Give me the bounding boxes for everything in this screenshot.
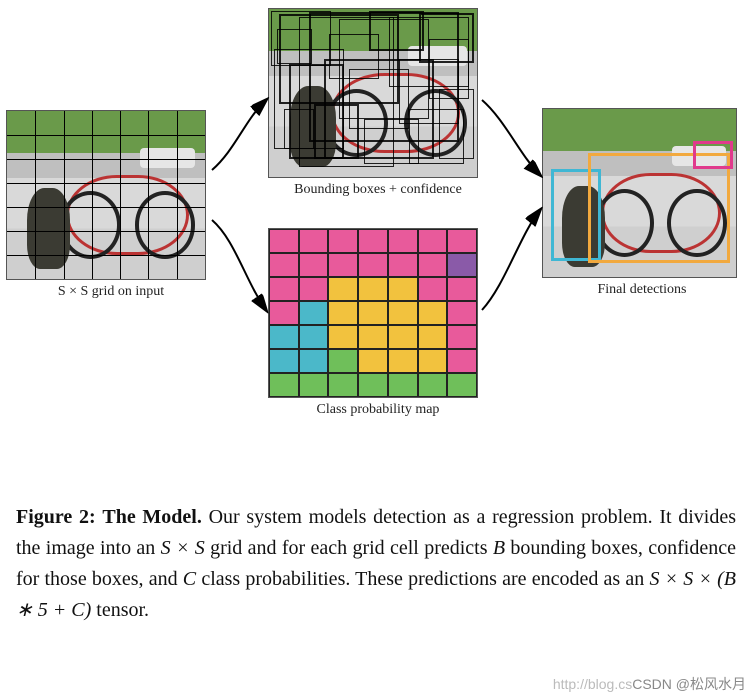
classmap-cell-bg <box>299 277 329 301</box>
classmap-cell-bike <box>418 301 448 325</box>
car-shape <box>140 148 195 168</box>
classmap-cell-bike <box>388 349 418 373</box>
watermark: http://blog.csCSDN @松风水月 <box>553 674 746 694</box>
classmap-cell-floor <box>418 373 448 397</box>
classmap-cell-bg <box>447 229 477 253</box>
classmap-cell-floor <box>299 373 329 397</box>
classmap-cell-floor <box>328 373 358 397</box>
caption-text-5: tensor. <box>96 599 149 621</box>
math-SxS: S × S <box>161 537 205 559</box>
classmap-cell-floor <box>388 373 418 397</box>
panel2-caption: Bounding boxes + confidence <box>268 182 488 198</box>
classmap-cell-bg <box>388 229 418 253</box>
classmap-cell-bg <box>447 301 477 325</box>
classmap-cell-bike <box>418 325 448 349</box>
panel3-caption: Class probability map <box>268 402 488 418</box>
classmap-cell-bike <box>358 301 388 325</box>
classmap-cell-bg <box>418 229 448 253</box>
candidate-bbox <box>439 89 474 159</box>
classmap-cell-dog <box>269 349 299 373</box>
panel4-caption: Final detections <box>542 282 742 298</box>
caption-text-4: class probabilities. These predictions a… <box>201 568 649 590</box>
bbox-overlay <box>269 9 477 177</box>
classmap-cell-dog <box>299 325 329 349</box>
dog-shape <box>27 188 71 269</box>
classmap-cell-bg <box>269 229 299 253</box>
candidate-bbox <box>299 17 394 167</box>
classmap-cell-bg <box>269 277 299 301</box>
watermark-blog: http://blog.cs <box>553 676 632 692</box>
figure-caption: Figure 2: The Model. Our system models d… <box>16 502 736 626</box>
classmap-cell-bg <box>418 253 448 277</box>
classmap-cell-floor <box>447 373 477 397</box>
classmap-cell-floor <box>269 373 299 397</box>
panel-bboxes: Bounding boxes + confidence <box>268 8 488 198</box>
classmap-cell-bg <box>269 253 299 277</box>
classmap-cell-floor <box>358 373 388 397</box>
figure-diagram: S × S grid on input Bounding boxes + con… <box>0 0 752 440</box>
classmap-cell-bike <box>418 349 448 373</box>
classmap-cell-bike <box>388 301 418 325</box>
classmap-cell-bike <box>328 277 358 301</box>
classmap-cell-bg <box>447 277 477 301</box>
classmap-cell-bg <box>358 229 388 253</box>
classmap-cell-bg <box>388 253 418 277</box>
bbox-image <box>268 8 478 178</box>
panel-classmap: Class probability map <box>268 228 488 418</box>
classmap-cell-bike <box>358 277 388 301</box>
bike-det <box>588 153 730 263</box>
car-det <box>693 141 733 169</box>
classmap-cell-bg <box>447 325 477 349</box>
class-probability-grid <box>269 229 477 397</box>
panel-final-detections: Final detections <box>542 108 742 298</box>
classmap-cell-dog <box>299 301 329 325</box>
classmap-cell-bg <box>269 301 299 325</box>
classmap-cell-floor <box>328 349 358 373</box>
classmap-cell-bike <box>328 301 358 325</box>
photo-scene <box>7 111 205 279</box>
final-image <box>542 108 737 278</box>
classmap-cell-bike <box>388 325 418 349</box>
classmap-cell-bg <box>299 229 329 253</box>
classmap-cell-car <box>447 253 477 277</box>
classmap-cell-bg <box>299 253 329 277</box>
input-image <box>6 110 206 280</box>
classmap-cell-bg <box>328 229 358 253</box>
classmap-cell-bg <box>358 253 388 277</box>
classmap-cell-bike <box>358 325 388 349</box>
classmap-cell-bg <box>447 349 477 373</box>
math-B: B <box>493 537 505 559</box>
figure-number: Figure 2: <box>16 506 96 528</box>
panel1-caption: S × S grid on input <box>6 284 216 300</box>
caption-text-2: grid and for each grid cell predicts <box>210 537 493 559</box>
classmap-cell-dog <box>299 349 329 373</box>
watermark-csdn: CSDN @松风水月 <box>632 676 746 692</box>
classmap-cell-dog <box>269 325 299 349</box>
classmap-cell-bike <box>388 277 418 301</box>
classmap-image <box>268 228 478 398</box>
panel-grid-input: S × S grid on input <box>6 110 216 300</box>
figure-title: The Model. <box>102 506 201 528</box>
classmap-cell-bike <box>328 325 358 349</box>
classmap-cell-bg <box>328 253 358 277</box>
classmap-cell-bike <box>358 349 388 373</box>
classmap-cell-bg <box>418 277 448 301</box>
bike-shape <box>66 175 189 256</box>
math-C: C <box>183 568 196 590</box>
detections-overlay <box>543 109 736 277</box>
